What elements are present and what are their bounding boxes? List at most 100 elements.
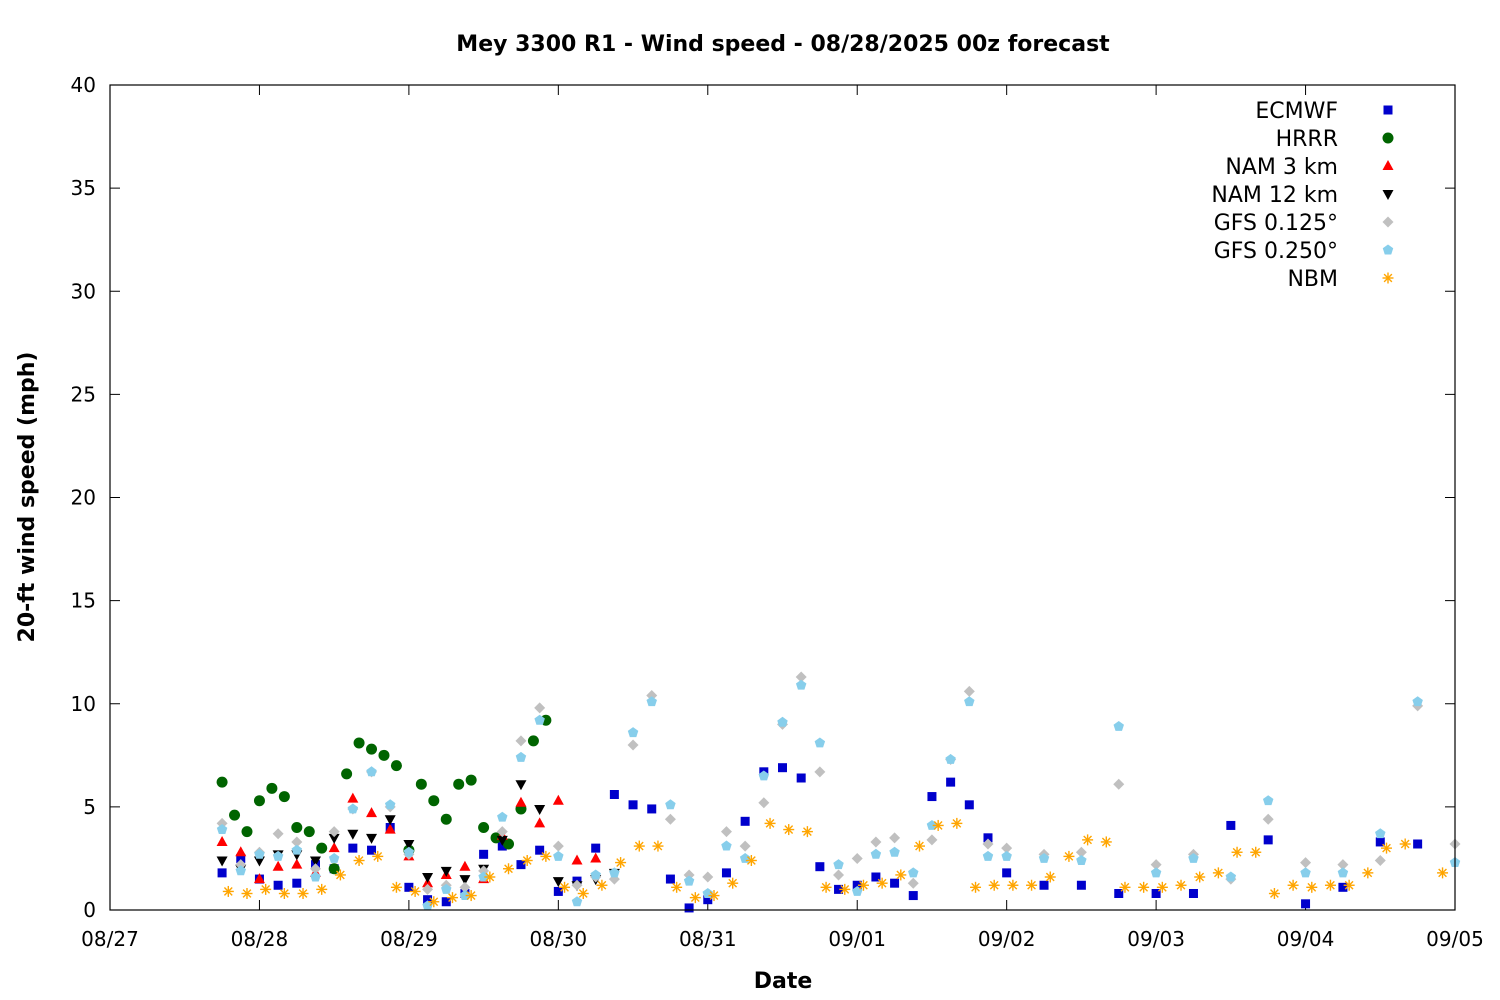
data-point-ecmwf xyxy=(1188,889,1198,898)
data-point-nbm xyxy=(559,881,571,893)
asterisk-stroke xyxy=(560,882,569,892)
data-point-gfs-0-125 xyxy=(664,813,676,825)
data-point-ecmwf xyxy=(908,891,918,901)
data-point-gfs-0-250 xyxy=(1113,720,1124,731)
asterisk-stroke xyxy=(1195,872,1205,882)
asterisk-stroke xyxy=(317,884,327,894)
data-point-gfs-0-250 xyxy=(328,852,340,863)
legend-label-ecmwf: ECMWF xyxy=(1255,99,1338,124)
data-point-nbm xyxy=(465,890,477,902)
data-point-ecmwf xyxy=(1226,820,1236,830)
data-point-nbm xyxy=(970,881,982,893)
data-point-ecmwf xyxy=(1076,880,1086,890)
asterisk-stroke xyxy=(1307,882,1317,892)
data-point-gfs-0-125 xyxy=(907,877,919,889)
data-point-ecmwf xyxy=(217,868,227,878)
asterisk-stroke xyxy=(672,882,682,892)
data-point-ecmwf xyxy=(871,872,881,882)
data-point-gfs-0-250 xyxy=(1412,696,1423,707)
data-point-nbm xyxy=(260,883,272,895)
data-point-gfs-0-250 xyxy=(683,875,695,886)
data-point-nbm xyxy=(334,869,346,881)
data-point-nbm xyxy=(689,892,701,904)
data-point-nbm xyxy=(615,857,627,869)
data-point-ecmwf xyxy=(1151,889,1161,898)
data-point-gfs-0-250 xyxy=(422,900,433,911)
data-point-nbm xyxy=(1324,879,1336,891)
data-point-gfs-0-250 xyxy=(571,896,583,907)
data-point-gfs-0-250 xyxy=(964,696,975,707)
data-point-hrrr xyxy=(253,795,265,807)
asterisk-stroke xyxy=(653,841,663,851)
asterisk-stroke xyxy=(877,878,887,888)
data-point-nbm xyxy=(1399,838,1411,850)
data-point-nam-12-km xyxy=(422,873,434,883)
asterisk-stroke xyxy=(1383,273,1393,283)
data-point-gfs-0-250 xyxy=(721,840,732,851)
data-point-nbm xyxy=(1156,881,1168,893)
asterisk-stroke xyxy=(859,880,868,890)
data-point-nbm xyxy=(1437,867,1449,879)
data-point-nbm xyxy=(895,869,907,881)
legend-label-gfs-0-125: GFS 0.125° xyxy=(1214,211,1338,236)
data-point-gfs-0-250 xyxy=(1188,852,1199,863)
data-point-nbm xyxy=(1175,879,1187,891)
asterisk-stroke xyxy=(840,884,850,894)
x-tick-label: 09/01 xyxy=(828,927,886,951)
data-point-nbm xyxy=(839,883,851,895)
legend-marker-gfs-0-250 xyxy=(1382,244,1394,255)
data-point-gfs-0-125 xyxy=(328,826,340,838)
data-point-nbm xyxy=(316,883,328,895)
data-point-nbm xyxy=(1194,871,1206,883)
data-point-nbm xyxy=(540,850,552,862)
asterisk-stroke xyxy=(1176,880,1186,890)
data-point-ecmwf xyxy=(479,849,489,859)
data-point-nam-12-km xyxy=(328,833,340,844)
asterisk-stroke xyxy=(1288,880,1298,890)
data-point-nbm xyxy=(708,890,720,902)
data-point-nbm xyxy=(503,863,515,875)
data-point-gfs-0-125 xyxy=(889,832,901,844)
legend-label-hrrr: HRRR xyxy=(1276,127,1338,152)
data-point-ecmwf xyxy=(292,878,302,888)
asterisk-stroke xyxy=(728,878,738,888)
y-tick-label: 20 xyxy=(71,486,96,510)
data-point-hrrr xyxy=(353,737,365,749)
ticks-layer: 0 5 10 15 20 25 30 35 40 08/27 08/28 08/29 08/30 08/3… xyxy=(71,73,1484,951)
data-point-nbm xyxy=(913,840,925,852)
x-tick-label: 09/02 xyxy=(978,927,1036,951)
points-layer xyxy=(216,671,1461,913)
asterisk-stroke xyxy=(634,841,644,851)
data-point-hrrr xyxy=(229,809,241,821)
data-point-nbm xyxy=(727,877,739,889)
data-point-ecmwf xyxy=(852,880,862,890)
data-point-nam-3-km xyxy=(384,823,396,834)
data-point-gfs-0-250 xyxy=(403,846,415,857)
data-point-nam-12-km xyxy=(440,866,452,877)
data-point-nbm xyxy=(1306,881,1318,893)
data-point-gfs-0-250 xyxy=(1337,867,1349,878)
data-point-hrrr xyxy=(241,826,253,838)
data-point-ecmwf xyxy=(404,882,414,892)
data-point-gfs-0-125 xyxy=(1262,813,1274,825)
data-point-nbm xyxy=(1007,879,1019,891)
data-point-nam-12-km xyxy=(253,856,265,867)
series-ecmwf xyxy=(217,763,1423,913)
data-point-nbm xyxy=(857,879,869,891)
x-tick-label: 08/31 xyxy=(679,927,737,951)
data-point-nam-12-km xyxy=(459,875,471,886)
data-point-nam-12-km xyxy=(403,840,415,850)
data-point-ecmwf xyxy=(778,763,787,773)
asterisk-stroke xyxy=(466,891,476,900)
data-point-nbm xyxy=(820,881,832,893)
data-point-nam-3-km xyxy=(552,794,564,805)
data-point-nbm xyxy=(745,855,757,866)
data-point-gfs-0-125 xyxy=(309,863,321,875)
data-point-nbm xyxy=(1026,879,1038,891)
asterisk-stroke xyxy=(1251,847,1261,857)
y-tick-label: 30 xyxy=(71,279,96,303)
data-point-nam-3-km xyxy=(235,846,247,857)
data-point-gfs-0-125 xyxy=(814,766,826,778)
series-gfs-0-250 xyxy=(216,679,1461,911)
data-point-nam-3-km xyxy=(291,858,303,869)
